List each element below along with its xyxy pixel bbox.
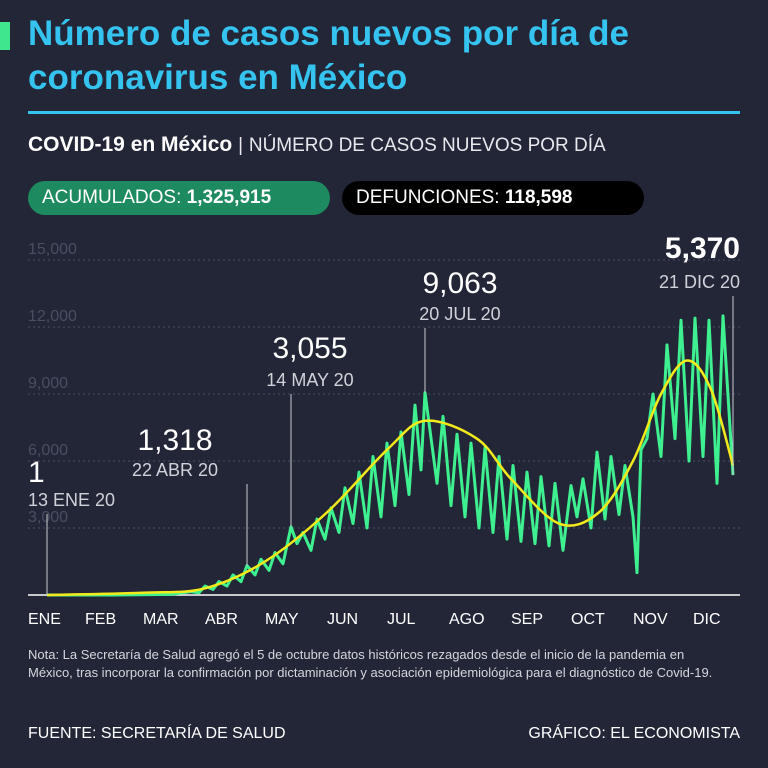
deaths-value: 118,598 <box>504 187 573 208</box>
x-tick-label: MAR <box>143 611 179 628</box>
y-tick-label: 6,000 <box>28 442 68 459</box>
y-tick-label: 12,000 <box>28 308 77 325</box>
title-divider <box>28 111 740 114</box>
annotation-date: 14 MAY 20 <box>266 370 353 390</box>
accumulated-label: ACUMULADOS: <box>42 187 182 208</box>
chart: 3,000 6,000 9,000 12,000 15,000 ENE FEB MAR ABR M… <box>28 232 740 628</box>
y-tick-label: 9,000 <box>28 375 68 392</box>
footnote: Nota: La Secretaría de Salud agregó el 5… <box>28 647 713 680</box>
source: FUENTE: SECRETARÍA DE SALUD <box>28 725 286 742</box>
x-tick-label: SEP <box>511 611 543 628</box>
x-tick-label: ABR <box>205 611 238 628</box>
accumulated-value: 1,325,915 <box>186 187 272 208</box>
deaths-badge: DEFUNCIONES: 118,598 <box>342 181 644 215</box>
annotation-date: 20 JUL 20 <box>419 304 500 324</box>
annotation-value: 5,370 <box>665 232 740 265</box>
annotation-value: 1,318 <box>137 424 212 457</box>
x-tick-label: ENE <box>28 611 61 628</box>
trend-line <box>46 359 735 597</box>
accumulated-badge: ACUMULADOS: 1,325,915 <box>28 181 330 215</box>
annotation-date: 22 ABR 20 <box>132 460 218 480</box>
x-tick-label: FEB <box>85 611 116 628</box>
subtitle-separator: | <box>238 135 244 156</box>
credit: GRÁFICO: EL ECONOMISTA <box>528 725 740 742</box>
y-tick-label: 3,000 <box>28 509 68 526</box>
subtitle-bold: COVID-19 en México <box>28 133 233 156</box>
annotation-date: 21 DIC 20 <box>659 272 740 292</box>
annotation-date: 13 ENE 20 <box>28 490 115 510</box>
subtitle-rest: NÚMERO DE CASOS NUEVOS POR DÍA <box>248 135 606 156</box>
x-tick-label: JUN <box>327 611 358 628</box>
annotation-value: 1 <box>28 456 45 489</box>
annotation-value: 3,055 <box>272 332 347 365</box>
x-tick-label: JUL <box>387 611 416 628</box>
daily-cases-line <box>46 314 735 597</box>
subtitle: COVID-19 en México | NÚMERO DE CASOS NUE… <box>28 133 606 157</box>
x-tick-label: AGO <box>449 611 485 628</box>
x-tick-label: NOV <box>633 611 668 628</box>
accent-bar <box>0 22 10 50</box>
x-tick-label: MAY <box>265 611 299 628</box>
x-tick-label: OCT <box>571 611 605 628</box>
page-title: Número de casos nuevos por día de corona… <box>28 14 629 97</box>
deaths-label: DEFUNCIONES: <box>356 187 500 208</box>
annotation-value: 9,063 <box>422 267 497 300</box>
y-tick-label: 15,000 <box>28 241 77 258</box>
x-tick-label: DIC <box>693 611 721 628</box>
